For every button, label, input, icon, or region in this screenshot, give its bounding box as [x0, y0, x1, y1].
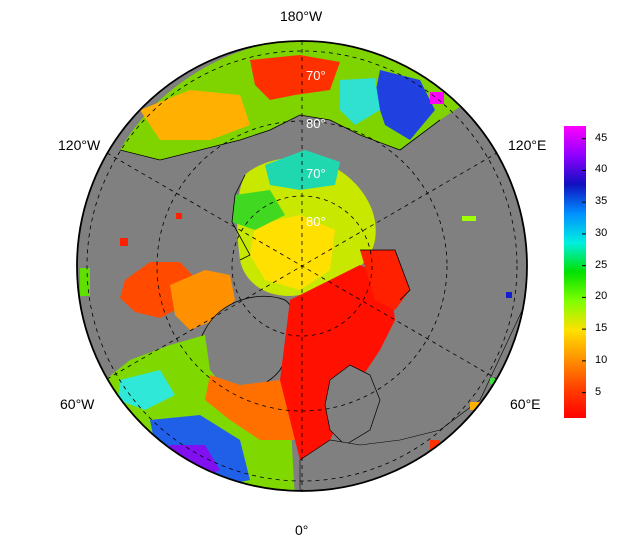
ocean-region-atlantic-cyan [118, 370, 175, 410]
pixel-patch [176, 213, 182, 219]
pixel-patch [120, 238, 128, 246]
scandinavia [324, 364, 381, 446]
lon-label-120w: 120°W [58, 137, 101, 153]
map-frame [76, 40, 528, 492]
colorbar-tick-label: 35 [595, 195, 608, 208]
colorbar-tick-label: 45 [595, 131, 608, 144]
ocean-region-kara-red [360, 250, 410, 310]
colorbar-tick-label: 30 [595, 226, 608, 239]
ocean-region-central-yellow [250, 215, 335, 290]
colorbar-tick-label: 10 [595, 353, 608, 366]
ocean-region-bering-red [250, 55, 340, 100]
lat-label: 80° [306, 214, 326, 229]
pixel-patch [506, 292, 512, 298]
lon-label-180w: 180°W [280, 8, 323, 24]
lon-label-60w: 60°W [60, 396, 95, 412]
colorbar-tick-label: 5 [595, 385, 602, 398]
colorbar [564, 126, 586, 418]
ocean-region-barents [280, 265, 395, 460]
colorbar-tick-label: 25 [595, 258, 608, 271]
coastline [119, 114, 441, 301]
ocean-region-bering-orange [140, 90, 250, 140]
lat-label: 70° [306, 166, 326, 181]
ocean-region-okhotsk-cyan [340, 78, 380, 125]
pixel-patch [80, 268, 90, 296]
lat-label: 70° [306, 68, 326, 83]
lon-label-0: 0° [295, 522, 309, 538]
pixel-patch [430, 440, 440, 450]
ocean-region-beaufort-green [232, 190, 285, 230]
lon-label-60e: 60°E [510, 396, 541, 412]
lon-label-120e: 120°E [508, 137, 547, 153]
pixel-patch [490, 378, 498, 384]
pixel-patch [470, 402, 480, 410]
colorbar-tick-label: 20 [595, 290, 608, 303]
pixel-patch [430, 92, 444, 104]
lat-label: 80° [306, 116, 326, 131]
ocean-region-chukchi-cyan [265, 150, 340, 190]
colorbar-tick-label: 40 [595, 163, 608, 176]
pixel-patch [462, 216, 476, 221]
graticule [86, 41, 518, 491]
colorbar-ticks [582, 138, 586, 394]
colorbar-tick-label: 15 [595, 322, 608, 335]
ocean-region-bering-blue [375, 70, 435, 140]
